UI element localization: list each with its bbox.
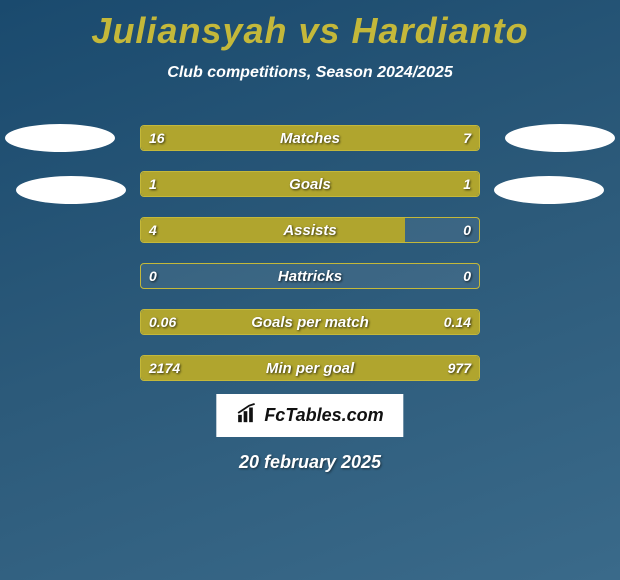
source-badge-text: FcTables.com <box>264 405 383 426</box>
subtitle: Club competitions, Season 2024/2025 <box>0 64 620 82</box>
stat-row: 1 Goals 1 <box>140 171 480 197</box>
stat-right-value: 1 <box>463 172 471 196</box>
stat-right-value: 0 <box>463 218 471 242</box>
stat-label: Goals <box>141 172 479 196</box>
stat-row: 2174 Min per goal 977 <box>140 355 480 381</box>
chart-icon <box>236 402 258 429</box>
source-badge: FcTables.com <box>216 394 403 437</box>
team-right-logo-placeholder-2 <box>494 176 604 204</box>
team-left-logo-placeholder-1 <box>5 124 115 152</box>
stat-right-value: 0.14 <box>444 310 471 334</box>
stat-right-value: 977 <box>448 356 471 380</box>
stat-row: 0 Hattricks 0 <box>140 263 480 289</box>
stat-label: Hattricks <box>141 264 479 288</box>
stat-label: Goals per match <box>141 310 479 334</box>
stat-label: Matches <box>141 126 479 150</box>
date-text: 20 february 2025 <box>0 452 620 473</box>
stat-row: 16 Matches 7 <box>140 125 480 151</box>
stats-bars: 16 Matches 7 1 Goals 1 4 Assists 0 0 Hat… <box>140 125 480 401</box>
team-left-logo-placeholder-2 <box>16 176 126 204</box>
stat-row: 0.06 Goals per match 0.14 <box>140 309 480 335</box>
stat-row: 4 Assists 0 <box>140 217 480 243</box>
page-title: Juliansyah vs Hardianto <box>0 0 620 52</box>
stat-right-value: 7 <box>463 126 471 150</box>
team-right-logo-placeholder-1 <box>505 124 615 152</box>
stat-label: Assists <box>141 218 479 242</box>
stat-label: Min per goal <box>141 356 479 380</box>
stat-right-value: 0 <box>463 264 471 288</box>
